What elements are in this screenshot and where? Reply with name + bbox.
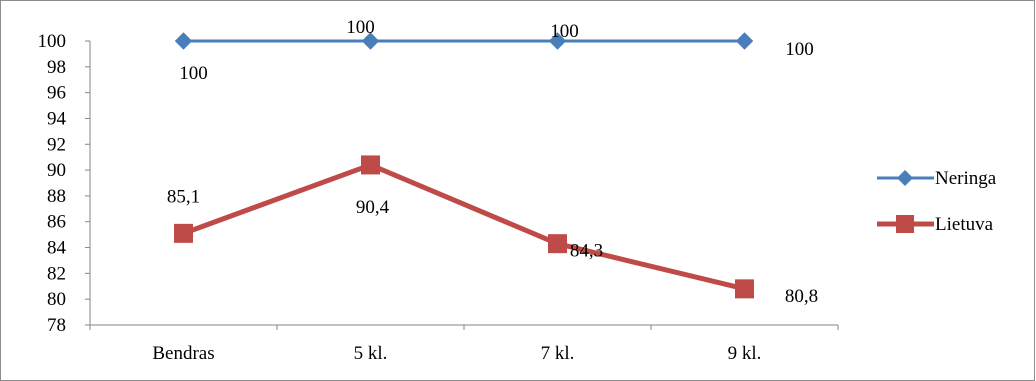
data-label: 100 [179, 63, 208, 84]
y-tick-label: 100 [38, 31, 67, 52]
data-point-square [548, 234, 567, 254]
y-tick-label: 80 [47, 289, 66, 310]
x-tick-label: 7 kl. [541, 343, 575, 364]
y-tick-label: 92 [47, 134, 66, 155]
data-labels: 100 100 100 100 85,1 90,4 84,3 80,8 [167, 17, 818, 307]
data-point-square [174, 223, 193, 243]
legend-label: Neringa [935, 168, 997, 189]
series-layer [174, 32, 754, 299]
data-point-square [735, 279, 754, 299]
data-label: 100 [785, 39, 814, 60]
y-tick-label: 82 [47, 263, 66, 284]
y-tick-label: 90 [47, 160, 66, 181]
x-tick-label: 9 kl. [728, 343, 762, 364]
y-tick-label: 94 [47, 108, 67, 129]
data-point-square [361, 155, 380, 175]
data-label: 80,8 [785, 286, 818, 307]
y-tick-label: 84 [47, 238, 67, 259]
data-point-diamond [735, 32, 754, 50]
y-tick-label: 78 [47, 315, 66, 336]
data-label: 100 [346, 17, 375, 38]
y-tick-label: 96 [47, 83, 66, 104]
series-line-lietuva [182, 162, 746, 292]
data-label: 85,1 [167, 186, 200, 207]
legend: Neringa Lietuva [877, 168, 997, 235]
data-label: 90,4 [356, 197, 390, 218]
y-tick-label: 98 [47, 57, 66, 78]
legend-label: Lietuva [935, 214, 994, 235]
data-point-diamond [174, 32, 193, 50]
data-label: 100 [550, 21, 579, 42]
x-tick-label: 5 kl. [354, 343, 388, 364]
axes: 78 80 82 84 86 88 90 92 94 96 98 100 Bendras 5 kl. 7 k… [38, 31, 839, 364]
x-tick-label: Bendras [152, 343, 214, 364]
y-tick-label: 88 [47, 186, 66, 207]
data-label: 84,3 [570, 241, 603, 262]
legend-marker-diamond [897, 170, 913, 186]
legend-marker-square [896, 215, 914, 233]
y-tick-label: 86 [47, 212, 66, 233]
data-point-diamond [361, 32, 380, 50]
data-point-diamond [548, 32, 567, 50]
